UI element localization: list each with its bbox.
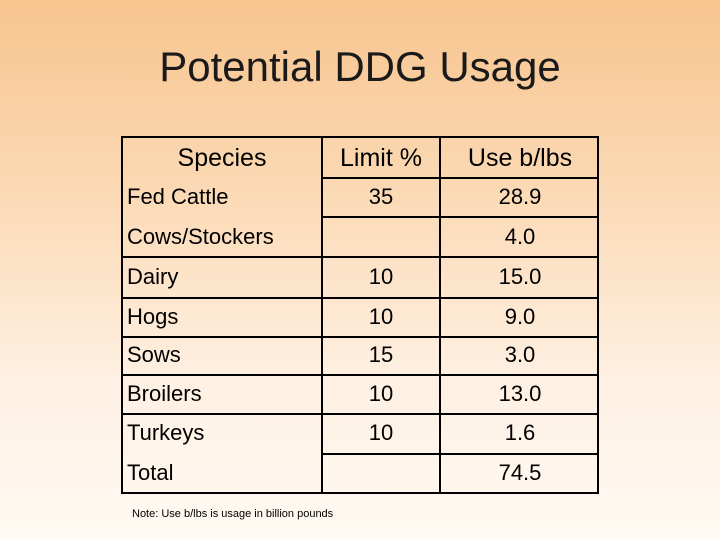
table-border — [121, 136, 599, 494]
use-cell: 15.0 — [498, 264, 542, 289]
use-cell: 28.9 — [498, 184, 542, 209]
row-divider — [121, 336, 599, 338]
use-cell: 1.6 — [504, 420, 536, 445]
header-limit: Limit % — [340, 144, 422, 172]
use-cell: 3.0 — [504, 342, 536, 367]
use-cell: 4.0 — [504, 224, 536, 249]
row-divider — [321, 216, 599, 218]
species-cell: Sows — [127, 342, 181, 367]
species-cell: Cows/Stockers — [127, 224, 274, 249]
use-cell: 74.5 — [498, 460, 542, 485]
limit-cell: 35 — [368, 184, 394, 209]
limit-cell: 15 — [368, 342, 394, 367]
footnote: Note: Use b/lbs is usage in billion poun… — [132, 508, 334, 520]
page-title: Potential DDG Usage — [159, 43, 561, 90]
species-cell: Turkeys — [127, 420, 205, 445]
species-cell: Dairy — [127, 264, 179, 289]
limit-cell: 10 — [368, 420, 394, 445]
row-divider — [121, 256, 599, 258]
limit-cell: 10 — [368, 264, 394, 289]
header-use: Use b/lbs — [467, 144, 573, 172]
species-cell: Broilers — [127, 381, 202, 406]
limit-cell: 10 — [368, 381, 394, 406]
row-divider — [121, 413, 599, 415]
row-divider — [121, 374, 599, 376]
limit-cell: 10 — [368, 304, 394, 329]
species-cell: Fed Cattle — [127, 184, 229, 209]
row-divider — [321, 177, 599, 179]
header-species: Species — [177, 144, 267, 172]
row-divider — [121, 297, 599, 299]
column-divider — [439, 136, 441, 494]
species-cell: Hogs — [127, 304, 179, 329]
row-divider — [321, 453, 599, 455]
column-divider — [321, 136, 323, 494]
use-cell: 9.0 — [504, 304, 536, 329]
use-cell: 13.0 — [498, 381, 542, 406]
species-cell: Total — [127, 460, 174, 485]
